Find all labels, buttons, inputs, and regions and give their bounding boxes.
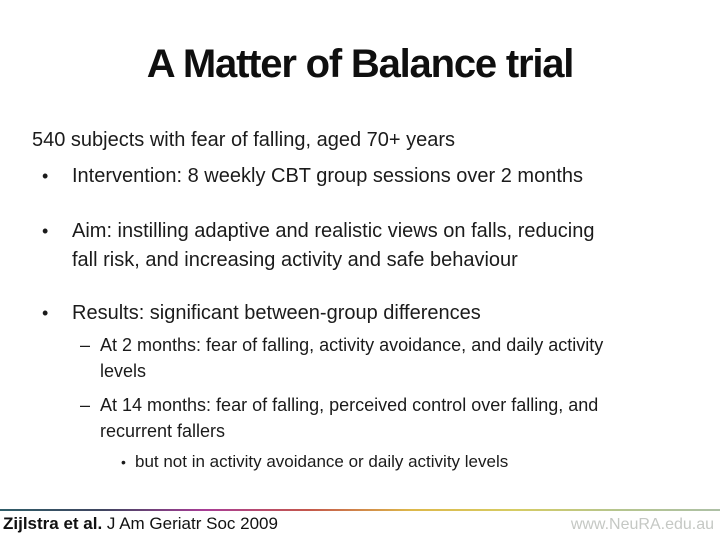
bullet-line: At 2 months: fear of falling, activity a…	[100, 335, 604, 355]
sub-sub-bullet-item: • but not in activity avoidance or daily…	[32, 450, 706, 474]
bullet-marker: •	[42, 303, 49, 323]
footer-divider	[0, 509, 720, 511]
slide-body: 540 subjects with fear of falling, aged …	[32, 118, 706, 474]
bullet-item: • Results: significant between-group dif…	[32, 299, 706, 328]
citation-author: Zijlstra et al.	[3, 514, 103, 533]
bullet-item: • Aim: instilling adaptive and realistic…	[32, 217, 706, 275]
bullet-item: • Intervention: 8 weekly CBT group sessi…	[32, 162, 706, 191]
bullet-marker: •	[42, 166, 49, 186]
bullet-line: At 14 months: fear of falling, perceived…	[100, 395, 599, 415]
bullet-line: but not in activity avoidance or daily a…	[135, 452, 509, 471]
bullet-line: Aim: instilling adaptive and realistic v…	[72, 220, 595, 242]
bullet-line: fall risk, and increasing activity and s…	[72, 249, 518, 271]
dash-marker: –	[80, 395, 91, 415]
bullet-marker: •	[121, 454, 126, 470]
bullet-line: Results: significant between-group diffe…	[72, 302, 481, 324]
slide-title: A Matter of Balance trial	[146, 42, 575, 86]
footer-citation: Zijlstra et al. J Am Geriatr Soc 2009	[3, 514, 278, 534]
sub-bullet-item: – At 2 months: fear of falling, activity…	[32, 332, 706, 384]
bullet-line: Intervention: 8 weekly CBT group session…	[72, 165, 583, 187]
sub-bullet-item: – At 14 months: fear of falling, perceiv…	[32, 392, 706, 444]
bullet-line: levels	[100, 361, 147, 381]
citation-journal: J Am Geriatr Soc 2009	[102, 514, 278, 533]
footer-website: www.NeuRA.edu.au	[570, 516, 714, 533]
dash-marker: –	[80, 335, 91, 355]
intro-text: 540 subjects with fear of falling, aged …	[32, 129, 456, 151]
bullet-line: recurrent fallers	[100, 421, 226, 441]
bullet-marker: •	[42, 221, 49, 241]
